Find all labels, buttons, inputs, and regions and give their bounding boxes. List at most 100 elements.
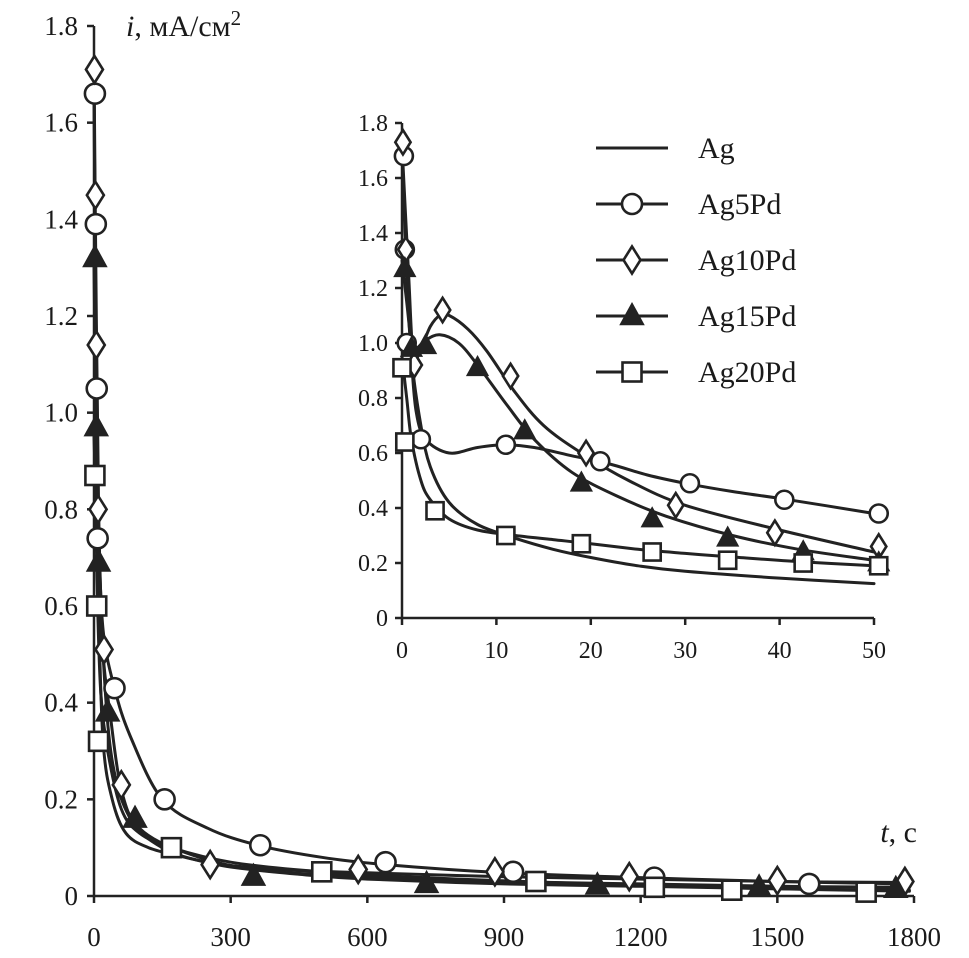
inset-y-tick-label: 1.0 (358, 331, 388, 357)
main-point-ag5pd (103, 676, 126, 700)
main-point-ag20pd (85, 595, 108, 617)
y-label-superscript: 2 (231, 6, 242, 30)
main-point-ag10pd (85, 179, 106, 212)
inset-point-ag20pd (717, 550, 738, 571)
inset-y-tick-label: 1.4 (358, 221, 388, 247)
main-y-tick-label: 1.8 (44, 11, 78, 41)
inset-point-ag20pd (495, 525, 516, 546)
main-y-tick-label: 0.4 (44, 688, 78, 718)
x-label-rest: , с (889, 816, 917, 849)
x-label-italic: t (880, 816, 889, 849)
main-point-ag15pd (83, 413, 110, 437)
inset-x-tick-label: 30 (673, 638, 697, 664)
inset-point-ag15pd (716, 525, 740, 547)
main-y-tick-label: 1.2 (44, 301, 78, 331)
inset-y-tick-label: 1.2 (358, 276, 388, 302)
main-point-ag10pd (88, 493, 109, 526)
inset-point-ag5pd (495, 434, 517, 456)
inset-x-tick-label: 10 (484, 638, 508, 664)
main-point-ag5pd (374, 850, 397, 874)
main-line-ag (92, 72, 911, 892)
main-point-ag15pd (240, 862, 267, 886)
main-y-tick-label: 0 (65, 881, 79, 911)
main-point-ag10pd (93, 633, 115, 666)
inset-point-ag20pd (868, 555, 889, 576)
inset-point-ag10pd (765, 518, 785, 548)
main-point-ag5pd (797, 872, 821, 896)
legend-marker-ag10pd (621, 244, 643, 276)
legend: Ag Ag5Pd Ag10Pd Ag15Pd Ag20Pd (596, 132, 796, 389)
main-x-tick-label: 1200 (614, 922, 668, 952)
main-point-ag20pd (525, 870, 547, 893)
inset-point-ag10pd (576, 438, 596, 468)
inset-point-ag15pd (413, 332, 438, 355)
inset-point-ag10pd (666, 490, 685, 520)
main-point-ag15pd (746, 873, 772, 897)
main-point-ag15pd (413, 869, 440, 894)
main-point-ag5pd (83, 82, 107, 105)
main-point-ag15pd (122, 804, 148, 828)
inset-x-tick-label: 50 (862, 638, 886, 664)
main-x-tick-label: 600 (347, 922, 388, 952)
inset-point-ag15pd (640, 506, 664, 528)
inset-point-ag15pd (569, 470, 593, 492)
main-x-tick-label: 1800 (887, 922, 941, 952)
inset-y-tick-label: 0.4 (358, 496, 388, 522)
main-point-ag20pd (720, 879, 743, 902)
inset-y-tick-label: 1.8 (358, 111, 388, 137)
main-point-ag10pd (348, 853, 369, 886)
inset-point-ag5pd (589, 450, 611, 472)
inset-y-tick-label: 0.8 (358, 386, 388, 412)
inset-point-ag20pd (793, 553, 814, 573)
legend-marker-ag15pd (619, 301, 645, 326)
inset-point-ag20pd (392, 357, 412, 378)
main-point-ag10pd (767, 864, 788, 897)
main-y-axis-label: i, мА/см2 (126, 6, 241, 43)
inset-point-ag5pd (868, 503, 890, 524)
main-y-tick-label: 1.4 (44, 204, 78, 234)
main-line-ag5pd (92, 72, 911, 886)
inset-x-tick-label: 0 (396, 638, 408, 664)
inset-plot: 0 0.2 0.4 0.6 0.8 1.0 1.2 1.4 1.6 1.8 0 10 20 30 40 50 (358, 111, 891, 664)
inset-point-ag20pd (642, 542, 663, 562)
inset-point-ag20pd (394, 432, 415, 452)
main-point-ag15pd (584, 871, 611, 895)
main-point-ag20pd (87, 730, 110, 753)
inset-point-ag20pd (571, 533, 592, 554)
inset-x-tick-label: 20 (579, 638, 603, 664)
inset-point-ag15pd (465, 354, 490, 377)
main-point-ag10pd (111, 768, 132, 801)
main-point-ag20pd (84, 464, 106, 487)
main-point-ag5pd (85, 377, 109, 400)
main-x-tick-label: 1500 (750, 922, 804, 952)
legend-label-ag20pd: Ag20Pd (698, 356, 796, 389)
main-point-ag20pd (310, 861, 333, 883)
main-x-tick-label: 0 (87, 922, 101, 952)
inset-point-ag10pd (433, 295, 452, 325)
main-point-ag20pd (855, 881, 877, 903)
main-point-ag15pd (85, 548, 112, 572)
main-point-ag20pd (643, 876, 666, 899)
inset-y-tick-label: 0 (376, 606, 388, 632)
main-point-ag10pd (84, 53, 105, 86)
inset-y-tick-label: 0.2 (358, 551, 388, 577)
inset-point-ag20pd (425, 500, 445, 521)
legend-label-ag10pd: Ag10Pd (698, 244, 796, 277)
main-point-ag5pd (501, 860, 525, 884)
inset-point-ag5pd (679, 472, 701, 494)
main-x-tick-label: 900 (484, 922, 525, 952)
inset-line-ag15pd (400, 259, 876, 562)
main-point-ag15pd (883, 874, 909, 898)
main-x-tick-label: 300 (210, 922, 251, 952)
main-point-ag15pd (94, 698, 121, 722)
y-label-italic: i (126, 10, 134, 43)
inset-point-ag10pd (501, 361, 520, 391)
main-point-ag5pd (248, 833, 272, 857)
inset-y-tick-label: 0.6 (358, 441, 388, 467)
inset-point-ag5pd (774, 489, 795, 511)
main-y-tick-label: 0.2 (44, 784, 78, 814)
legend-marker-ag5pd (620, 192, 644, 216)
legend-label-ag: Ag (698, 132, 735, 165)
main-point-ag5pd (86, 527, 109, 550)
